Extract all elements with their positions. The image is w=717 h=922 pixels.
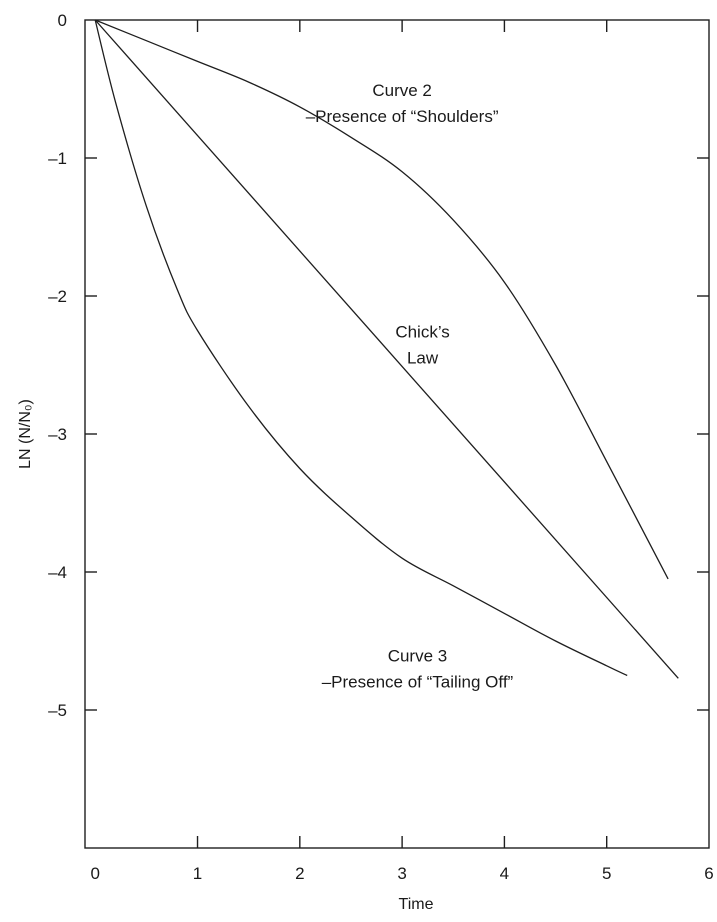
curve-3-line <box>94 19 628 677</box>
curve-2-annotation: Curve 2 <box>372 81 432 100</box>
x-tick-label: 5 <box>602 864 611 883</box>
curve-3-annotation: –Presence of “Tailing Off” <box>322 673 514 692</box>
curve-2-line <box>94 19 669 580</box>
y-tick-label: –4 <box>48 563 67 582</box>
y-tick-label: 0 <box>58 11 67 30</box>
x-axis-title: Time <box>399 896 434 913</box>
y-tick-label: –2 <box>48 287 67 306</box>
x-tick-label: 4 <box>500 864 509 883</box>
y-tick-label: –3 <box>48 425 67 444</box>
plot-frame <box>84 19 710 849</box>
x-tick-label: 2 <box>295 864 304 883</box>
chicks-law-annotation: Chick’s <box>395 322 449 341</box>
x-tick-label: 1 <box>193 864 202 883</box>
curve-3-annotation: Curve 3 <box>388 647 448 666</box>
tick-labels: 0 1 2 3 4 5 6 0 –1 –2 –3 –4 –5 <box>48 11 714 883</box>
x-tick-label: 3 <box>397 864 406 883</box>
curves <box>94 19 679 679</box>
x-tick-label: 0 <box>90 864 99 883</box>
chicks-law-annotation: Law <box>407 348 439 367</box>
x-tick-label: 6 <box>704 864 713 883</box>
y-tick-label: –5 <box>48 701 67 720</box>
axis-ticks <box>85 20 709 848</box>
y-tick-label: –1 <box>48 149 67 168</box>
curve-2-annotation: –Presence of “Shoulders” <box>306 107 499 126</box>
annotations: Curve 2 –Presence of “Shoulders” Chick’s La… <box>306 81 514 692</box>
chicks-law-line <box>94 19 679 679</box>
y-axis-title: LN (N/N₀) <box>17 399 34 469</box>
